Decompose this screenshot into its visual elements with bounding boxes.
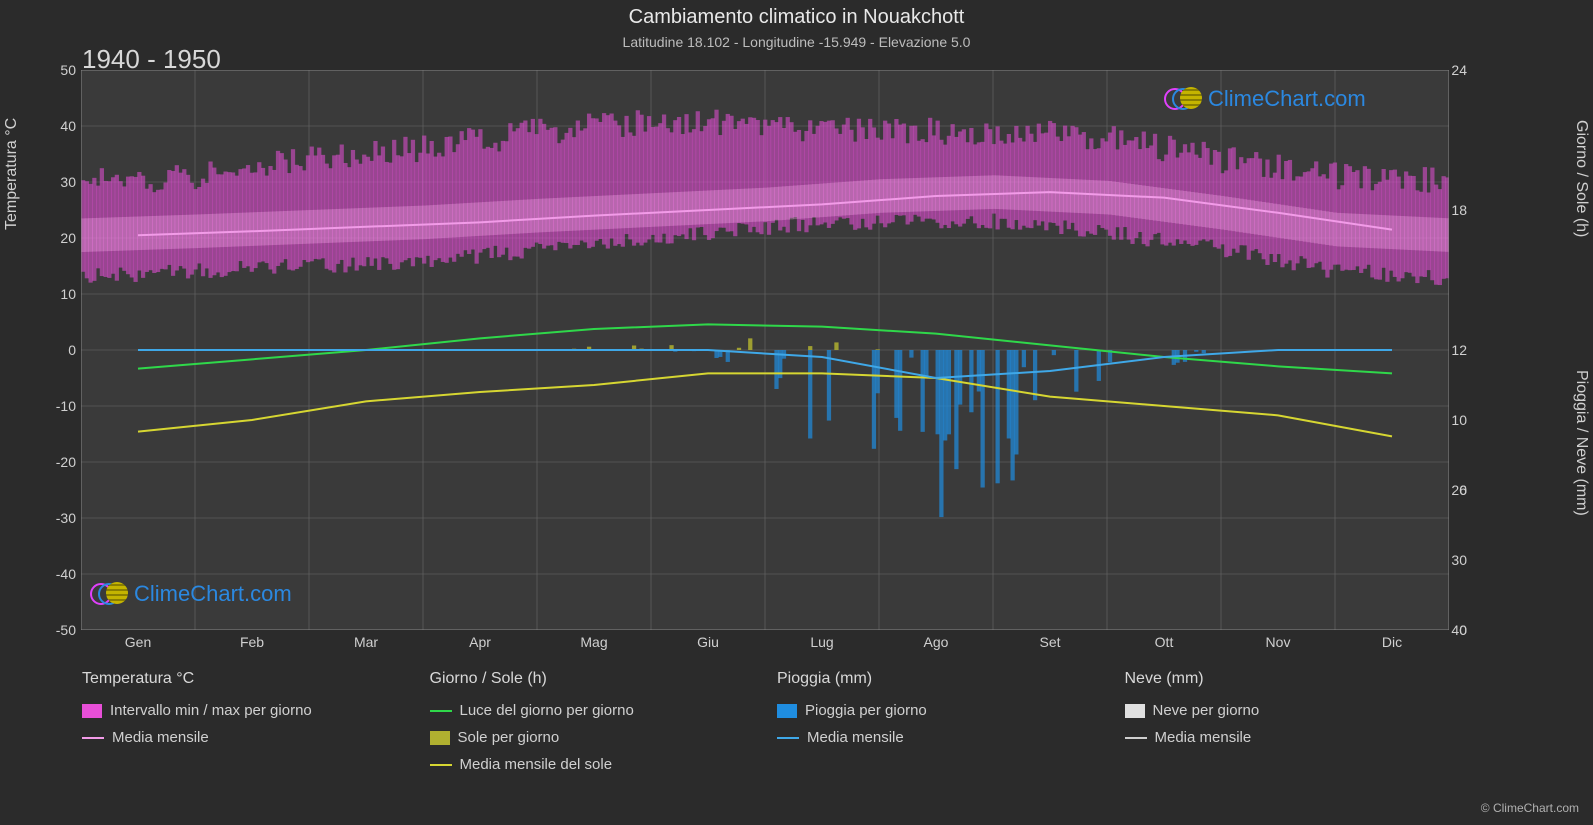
plot-area [81,70,1449,630]
legend-item-label: Media mensile del sole [460,756,613,773]
legend-line-swatch [430,764,452,766]
legend-color-swatch [777,704,797,718]
legend-item-label: Luce del giorno per giorno [460,702,634,719]
y-right-top-tick-label: 12 [1451,342,1467,358]
legend-item: Media mensile del sole [430,756,768,773]
y-left-tick-label: 20 [44,230,76,246]
legend-line-swatch [430,710,452,712]
watermark-logo: ClimeChart.com [90,580,292,608]
legend-group: Temperatura °C Intervallo min / max per g… [82,670,420,773]
y-axis-right-bottom-label: Pioggia / Neve (mm) [1572,370,1590,516]
x-tick-label: Feb [240,634,264,650]
y-left-tick-label: 30 [44,174,76,190]
watermark-logo: ClimeChart.com [1164,85,1366,113]
y-left-tick-label: -50 [44,622,76,638]
legend-line-swatch [1125,737,1147,739]
chart-subtitle: Latitudine 18.102 - Longitudine -15.949 … [0,34,1593,50]
legend-header: Temperatura °C [82,670,420,688]
legend-item-label: Sole per giorno [458,729,560,746]
legend-item: Media mensile [82,729,420,746]
legend-item-label: Intervallo min / max per giorno [110,702,312,719]
x-tick-label: Dic [1382,634,1402,650]
legend-header: Neve (mm) [1125,670,1463,688]
y-left-tick-label: -10 [44,398,76,414]
x-tick-label: Apr [469,634,491,650]
legend-item: Pioggia per giorno [777,702,1115,719]
legend-header: Giorno / Sole (h) [430,670,768,688]
y-axis-right-top-label: Giorno / Sole (h) [1572,120,1590,237]
y-right-bottom-tick-label: 40 [1451,622,1467,638]
climate-chart: Cambiamento climatico in Nouakchott Lati… [0,0,1593,825]
x-tick-label: Set [1039,634,1060,650]
chart-title: Cambiamento climatico in Nouakchott [0,6,1593,29]
y-axis-left-label: Temperatura °C [3,118,21,230]
legend: Temperatura °C Intervallo min / max per g… [82,670,1462,773]
x-tick-label: Lug [810,634,833,650]
x-tick-label: Mag [580,634,607,650]
legend-item-label: Neve per giorno [1153,702,1260,719]
watermark-text: ClimeChart.com [134,581,292,607]
legend-group: Giorno / Sole (h) Luce del giorno per gio… [430,670,768,773]
x-tick-label: Giu [697,634,719,650]
x-tick-label: Gen [125,634,151,650]
y-right-top-tick-label: 24 [1451,62,1467,78]
y-left-tick-label: -20 [44,454,76,470]
legend-item: Intervallo min / max per giorno [82,702,420,719]
legend-header: Pioggia (mm) [777,670,1115,688]
y-right-bottom-tick-label: 10 [1451,412,1467,428]
legend-item-label: Media mensile [807,729,904,746]
y-left-tick-label: 50 [44,62,76,78]
y-left-tick-label: -40 [44,566,76,582]
y-left-tick-label: 40 [44,118,76,134]
legend-line-swatch [777,737,799,739]
y-right-top-tick-label: 18 [1451,202,1467,218]
x-tick-label: Mar [354,634,378,650]
x-tick-label: Nov [1266,634,1291,650]
y-left-tick-label: 0 [44,342,76,358]
legend-group: Pioggia (mm) Pioggia per giorno Media mens… [777,670,1115,773]
legend-item: Media mensile [777,729,1115,746]
legend-item: Neve per giorno [1125,702,1463,719]
x-tick-label: Ago [924,634,949,650]
legend-item: Sole per giorno [430,729,768,746]
y-right-bottom-tick-label: 20 [1451,482,1467,498]
x-tick-label: Ott [1155,634,1174,650]
legend-color-swatch [82,704,102,718]
legend-item-label: Media mensile [1155,729,1252,746]
legend-item-label: Media mensile [112,729,209,746]
legend-line-swatch [82,737,104,739]
legend-item: Media mensile [1125,729,1463,746]
y-left-tick-label: 10 [44,286,76,302]
watermark-text: ClimeChart.com [1208,86,1366,112]
legend-item-label: Pioggia per giorno [805,702,927,719]
legend-item: Luce del giorno per giorno [430,702,768,719]
y-left-tick-label: -30 [44,510,76,526]
legend-group: Neve (mm) Neve per giorno Media mensile [1125,670,1463,773]
copyright-text: © ClimeChart.com [1481,801,1579,815]
legend-color-swatch [430,731,450,745]
legend-color-swatch [1125,704,1145,718]
climechart-icon [1164,85,1202,113]
y-right-bottom-tick-label: 30 [1451,552,1467,568]
climechart-icon [90,580,128,608]
